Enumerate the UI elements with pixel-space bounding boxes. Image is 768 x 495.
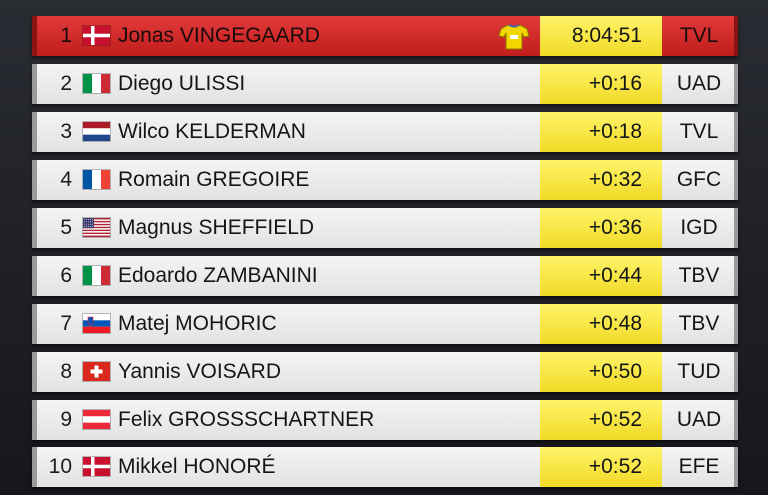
rider-name: Felix GROSSSCHARTNER xyxy=(118,408,375,431)
rider-name: Magnus SHEFFIELD xyxy=(118,216,315,239)
rank: 10 xyxy=(48,455,72,478)
rider-name: Jonas VINGEGAARD xyxy=(118,24,320,47)
time-gap: +0:48 xyxy=(540,304,662,344)
standings-row: 9 Felix GROSSSCHARTNER +0:52 UAD xyxy=(32,400,738,440)
row-right-cap xyxy=(734,16,738,56)
rank: 2 xyxy=(60,72,72,95)
rider-name: Mikkel HONORÉ xyxy=(118,455,276,478)
time-gap: +0:32 xyxy=(540,160,662,200)
standings-row: 5 Magnus SHEFFIELD +0:36 IGD xyxy=(32,208,738,248)
rider-name: Edoardo ZAMBANINI xyxy=(118,264,318,287)
rider-name: Yannis VOISARD xyxy=(118,360,282,383)
row-left-cap xyxy=(32,400,37,440)
team-code: IGD xyxy=(680,216,718,239)
row-left-cap xyxy=(32,208,37,248)
time-gap: +0:44 xyxy=(540,256,662,296)
rank: 3 xyxy=(60,120,72,143)
austria-flag-icon xyxy=(83,410,110,429)
rider-name: Romain GREGOIRE xyxy=(118,168,310,191)
team-code: TVL xyxy=(679,24,719,47)
france-flag-icon xyxy=(83,170,110,189)
standings-row: 6 Edoardo ZAMBANINI +0:44 TBV xyxy=(32,256,738,296)
team-code: TUD xyxy=(677,360,721,383)
slovenia-flag-icon xyxy=(83,314,110,333)
standings-row: 7 Matej MOHORIC +0:48 TBV xyxy=(32,304,738,344)
row-right-cap xyxy=(734,160,738,200)
row-right-cap xyxy=(734,352,738,392)
team-code: UAD xyxy=(676,408,722,431)
team-code: GFC xyxy=(676,168,722,191)
time-gap: +0:50 xyxy=(540,352,662,392)
switzerland-flag-icon xyxy=(83,362,110,381)
team-code: TBV xyxy=(678,264,720,287)
row-left-cap xyxy=(32,352,37,392)
row-right-cap xyxy=(734,447,738,487)
standings-row: 1 Jonas VINGEGAARD 8:04:51 TVL xyxy=(32,16,738,56)
yellow-jersey-icon xyxy=(498,23,530,50)
rank: 7 xyxy=(60,312,72,335)
rider-name: Diego ULISSI xyxy=(118,72,246,95)
rank: 9 xyxy=(60,408,72,431)
row-left-cap xyxy=(32,112,37,152)
row-right-cap xyxy=(734,64,738,104)
team-code: TVL xyxy=(679,120,719,143)
row-right-cap xyxy=(734,208,738,248)
italy-flag-icon xyxy=(83,74,110,93)
row-right-cap xyxy=(734,112,738,152)
rank: 8 xyxy=(60,360,72,383)
time-gap: +0:52 xyxy=(540,400,662,440)
rank: 4 xyxy=(60,168,72,191)
row-right-cap xyxy=(734,256,738,296)
row-left-cap xyxy=(32,447,37,487)
italy-flag-icon xyxy=(83,266,110,285)
rank: 1 xyxy=(60,24,72,47)
denmark-flag-icon xyxy=(83,26,110,45)
time-gap: 8:04:51 xyxy=(540,16,662,56)
team-code: UAD xyxy=(676,72,722,95)
rider-name: Matej MOHORIC xyxy=(118,312,277,335)
row-left-cap xyxy=(32,304,37,344)
standings-row: 10 Mikkel HONORÉ +0:52 EFE xyxy=(32,447,738,487)
time-gap: +0:16 xyxy=(540,64,662,104)
row-left-cap xyxy=(32,256,37,296)
standings-row: 2 Diego ULISSI +0:16 UAD xyxy=(32,64,738,104)
row-right-cap xyxy=(734,304,738,344)
standings-row: 4 Romain GREGOIRE +0:32 GFC xyxy=(32,160,738,200)
standings-row: 8 Yannis VOISARD +0:50 TUD xyxy=(32,352,738,392)
netherlands-flag-icon xyxy=(83,122,110,141)
row-left-cap xyxy=(32,16,37,56)
team-code: EFE xyxy=(678,455,720,478)
time-gap: +0:36 xyxy=(540,208,662,248)
standings-row: 3 Wilco KELDERMAN +0:18 TVL xyxy=(32,112,738,152)
time-gap: +0:18 xyxy=(540,112,662,152)
row-right-cap xyxy=(734,400,738,440)
row-left-cap xyxy=(32,64,37,104)
rider-name: Wilco KELDERMAN xyxy=(118,120,306,143)
usa-flag-icon xyxy=(83,218,110,237)
team-code: TBV xyxy=(678,312,720,335)
rank: 6 xyxy=(60,264,72,287)
denmark-flag-icon xyxy=(83,457,110,476)
rank: 5 xyxy=(60,216,72,239)
row-left-cap xyxy=(32,160,37,200)
time-gap: +0:52 xyxy=(540,447,662,487)
